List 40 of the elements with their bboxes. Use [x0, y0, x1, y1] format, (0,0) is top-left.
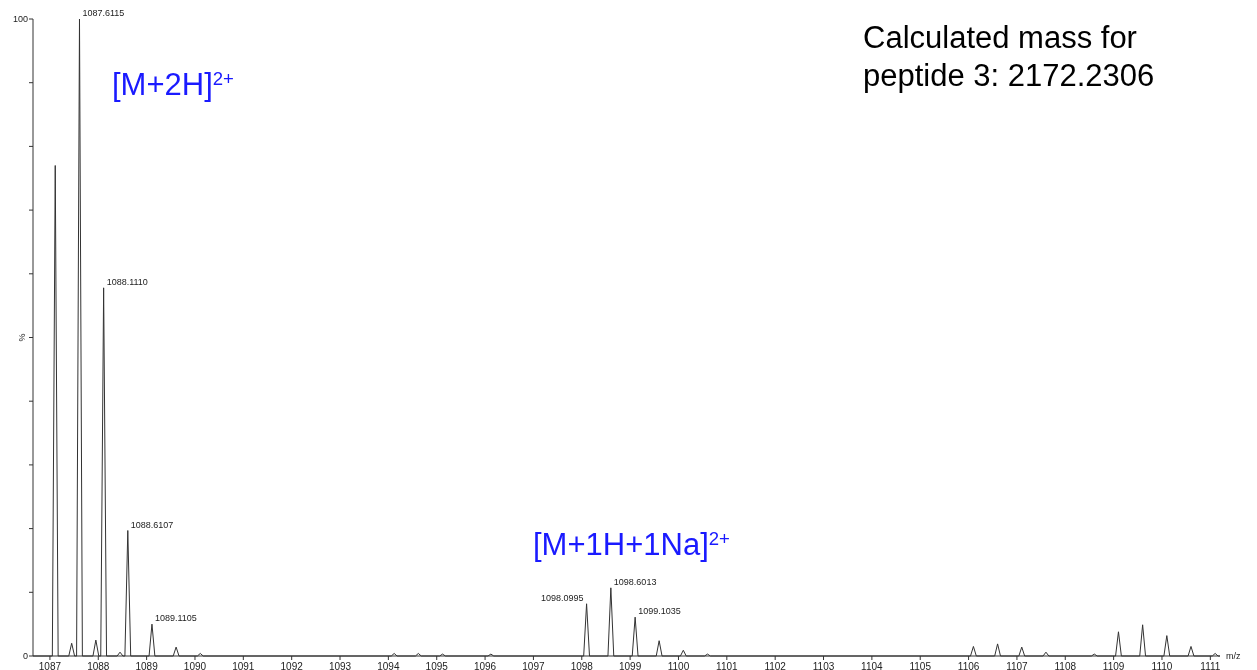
x-tick-label: 1092: [280, 661, 304, 670]
annotation: 1098.6013: [613, 576, 657, 587]
x-tick-label: 1095: [425, 661, 449, 670]
x-tick-label: 1089: [135, 661, 159, 670]
x-tick-label: 1107: [1006, 661, 1029, 670]
x-tick-label: 1099: [619, 661, 642, 670]
x-tick-label: 1101: [716, 661, 739, 670]
x-tick-label: 1108: [1054, 661, 1077, 670]
annotation: 1088.1110: [106, 276, 148, 287]
annotation: Calculated mass for: [863, 20, 1137, 55]
y-tick-label: 0: [22, 651, 28, 661]
annotation: 1099.1035: [638, 606, 681, 617]
x-tick-label: 1103: [812, 661, 835, 670]
x-tick-label: 1090: [183, 661, 207, 670]
annotation: 1098.0995: [541, 592, 584, 603]
annotation: 1089.1105: [154, 613, 197, 624]
x-tick-label: 1096: [473, 661, 497, 670]
annotation: 1087.6115: [82, 8, 125, 18]
y-axis-title: %: [17, 333, 27, 342]
x-tick-label: 1087: [38, 661, 62, 670]
x-tick-label: 1098: [570, 661, 594, 670]
x-tick-label: 1088: [87, 661, 110, 670]
x-axis-title: m/z: [1226, 651, 1241, 661]
annotation: [M+2H]$^{2+}$: [112, 67, 234, 102]
x-tick-label: 1102: [764, 661, 787, 670]
x-tick-label: 1104: [861, 661, 884, 670]
x-tick-label: 1105: [909, 661, 932, 670]
x-tick-label: 1100: [667, 661, 690, 670]
x-tick-label: 1111: [1200, 661, 1221, 670]
x-tick-label: 1093: [328, 661, 352, 670]
annotation: peptide 3: 2172.2306: [863, 58, 1155, 93]
x-tick-label: 1091: [232, 661, 255, 670]
x-tick-label: 1109: [1102, 661, 1125, 670]
y-tick-label: 100: [12, 14, 28, 24]
x-tick-label: 1097: [522, 661, 545, 670]
annotation: 1088.6107: [130, 519, 174, 530]
x-tick-label: 1106: [957, 661, 980, 670]
x-tick-label: 1110: [1151, 661, 1173, 670]
annotation: [M+1H+1Na]$^{2+}$: [533, 527, 730, 562]
x-tick-label: 1094: [377, 661, 400, 670]
